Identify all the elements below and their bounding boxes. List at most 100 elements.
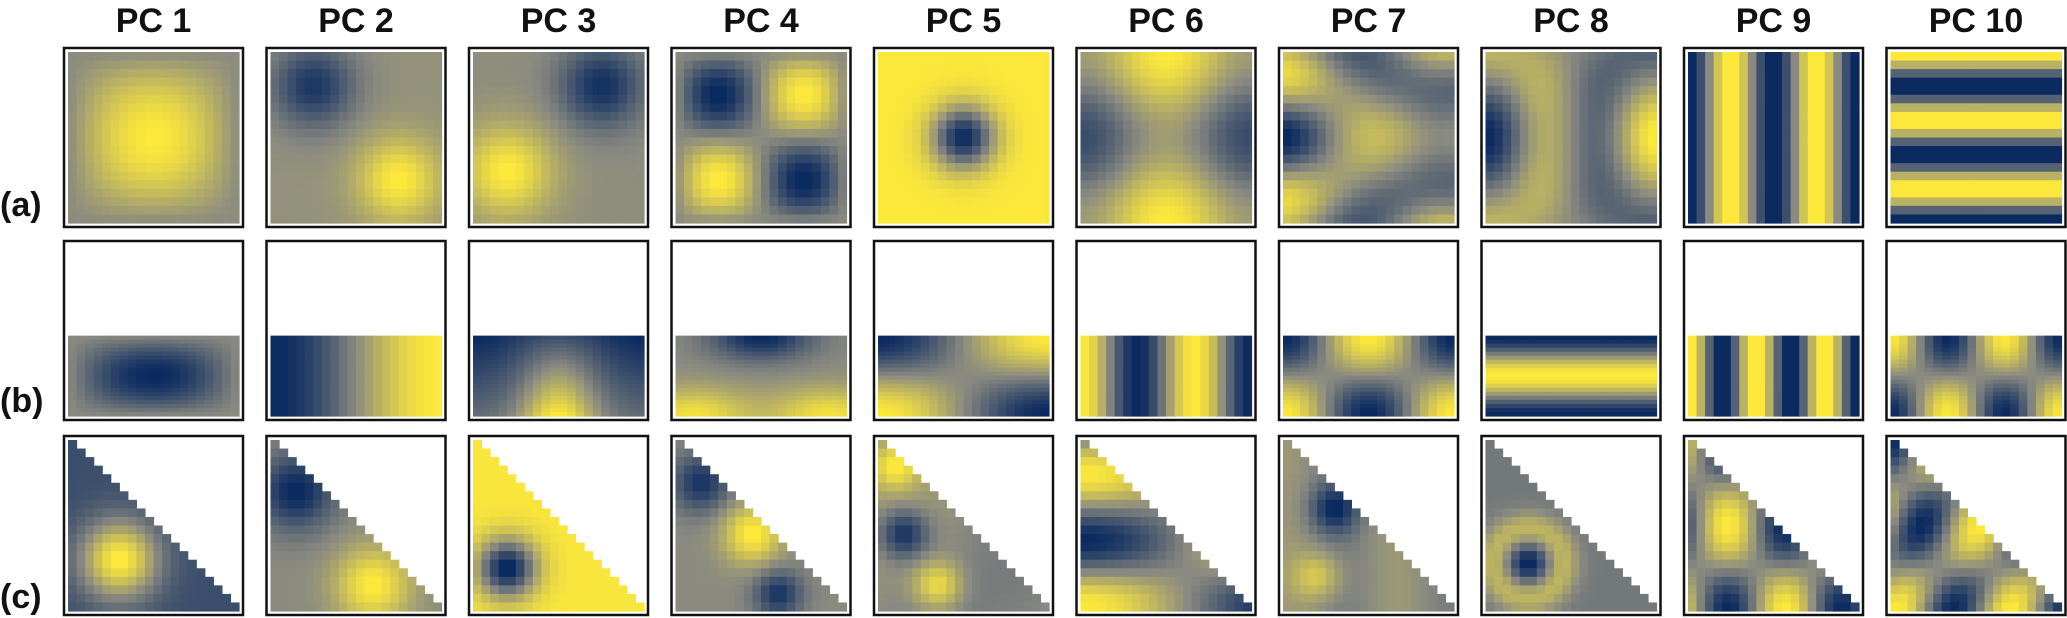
cell <box>287 120 297 130</box>
cell <box>313 375 323 381</box>
cell <box>1907 120 1917 130</box>
cell <box>1739 154 1749 164</box>
cell <box>1907 86 1917 96</box>
cell <box>76 347 86 353</box>
cell <box>1140 154 1150 164</box>
cell <box>1647 111 1658 121</box>
cell <box>1933 52 1943 62</box>
cell <box>837 69 848 79</box>
cell <box>498 52 508 62</box>
cell <box>1967 180 1977 190</box>
cell <box>230 137 240 147</box>
cell <box>735 128 745 139</box>
cell <box>726 103 736 113</box>
cell <box>1941 163 1951 173</box>
cell <box>304 163 314 173</box>
cell <box>1385 154 1395 164</box>
cell <box>347 171 357 181</box>
cell <box>1553 171 1564 181</box>
cell <box>1283 60 1293 70</box>
cell <box>786 154 796 164</box>
cell <box>886 180 896 190</box>
cell <box>1816 120 1826 130</box>
cell <box>356 383 366 389</box>
cell <box>76 103 86 113</box>
cell <box>1553 69 1564 79</box>
cell <box>1325 128 1335 139</box>
cell <box>390 111 400 121</box>
cell <box>364 94 374 104</box>
cell <box>1605 86 1615 96</box>
cell <box>473 367 483 373</box>
cell <box>1183 180 1193 190</box>
cell <box>972 128 982 139</box>
cell <box>1031 111 1042 121</box>
cell <box>179 363 189 369</box>
cell <box>347 391 357 397</box>
cell <box>989 214 999 224</box>
cell <box>1419 214 1429 224</box>
cell <box>381 52 391 62</box>
cell <box>162 60 172 70</box>
cell <box>304 387 314 393</box>
cell <box>1291 60 1301 70</box>
cell <box>204 403 214 409</box>
cell <box>795 69 805 79</box>
cell <box>1764 60 1775 70</box>
cell <box>1006 103 1016 113</box>
cell <box>415 403 425 409</box>
cell <box>287 375 297 381</box>
cell <box>515 335 525 341</box>
cell <box>1131 214 1141 224</box>
cell <box>1485 86 1495 96</box>
cell <box>2001 205 2011 216</box>
cell <box>895 205 905 216</box>
cell <box>313 335 323 341</box>
cell <box>313 214 323 224</box>
cell <box>279 111 289 121</box>
cell <box>1730 180 1740 190</box>
cell <box>1639 180 1649 190</box>
cell <box>515 359 525 365</box>
cell <box>1157 77 1167 87</box>
cell <box>2027 103 2037 113</box>
cell <box>221 371 232 377</box>
cell <box>1157 197 1167 207</box>
cell <box>313 86 323 96</box>
cell <box>110 387 120 393</box>
cell <box>330 111 340 121</box>
cell <box>541 343 551 349</box>
cell <box>1916 146 1926 156</box>
cell <box>1485 69 1495 79</box>
cell <box>1916 171 1926 181</box>
cell <box>1411 205 1421 216</box>
cell <box>356 379 366 385</box>
cell <box>76 171 86 181</box>
cell <box>1217 120 1227 130</box>
cell <box>618 335 628 341</box>
cell <box>786 94 796 104</box>
cell <box>1790 120 1800 130</box>
cell <box>1342 60 1352 70</box>
cell <box>76 343 86 349</box>
cell <box>432 146 443 156</box>
cell <box>481 128 491 139</box>
cell <box>230 371 240 377</box>
cell <box>1790 94 1800 104</box>
cell <box>364 363 374 369</box>
cell <box>68 154 78 164</box>
cell <box>481 111 491 121</box>
cell <box>1359 52 1370 62</box>
cell <box>1419 77 1429 87</box>
cell <box>635 363 645 369</box>
cell <box>1183 146 1193 156</box>
cell <box>803 111 813 121</box>
cell <box>1739 94 1749 104</box>
cell <box>558 359 568 365</box>
cell <box>1790 77 1800 87</box>
cell <box>989 120 999 130</box>
cell <box>1907 69 1917 79</box>
cell <box>102 205 112 216</box>
cell <box>1841 163 1852 173</box>
cell <box>407 214 417 224</box>
